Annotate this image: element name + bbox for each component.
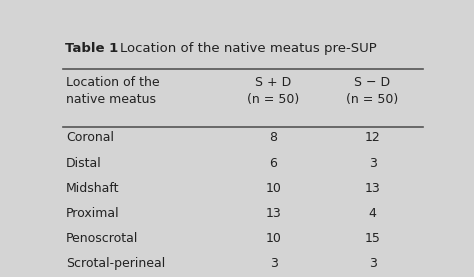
Text: Location of the
native meatus: Location of the native meatus	[66, 76, 159, 106]
Text: Coronal: Coronal	[66, 131, 114, 144]
Text: Proximal: Proximal	[66, 207, 119, 220]
Text: Table 1: Table 1	[65, 42, 118, 55]
Text: 3: 3	[369, 157, 376, 170]
Text: Distal: Distal	[66, 157, 101, 170]
Text: 3: 3	[270, 257, 277, 270]
Text: 15: 15	[365, 232, 381, 245]
Text: Penoscrotal: Penoscrotal	[66, 232, 138, 245]
Text: 8: 8	[270, 131, 277, 144]
Text: 10: 10	[265, 182, 282, 195]
Text: 6: 6	[270, 157, 277, 170]
Text: S − D
(n = 50): S − D (n = 50)	[346, 76, 399, 106]
Text: 13: 13	[265, 207, 282, 220]
Text: Midshaft: Midshaft	[66, 182, 119, 195]
Text: Location of the native meatus pre-SUP: Location of the native meatus pre-SUP	[120, 42, 377, 55]
Text: 3: 3	[369, 257, 376, 270]
Text: Scrotal-perineal: Scrotal-perineal	[66, 257, 165, 270]
Text: S + D
(n = 50): S + D (n = 50)	[247, 76, 300, 106]
Text: 13: 13	[365, 182, 381, 195]
Text: 12: 12	[365, 131, 381, 144]
Text: 4: 4	[369, 207, 376, 220]
Text: 10: 10	[265, 232, 282, 245]
